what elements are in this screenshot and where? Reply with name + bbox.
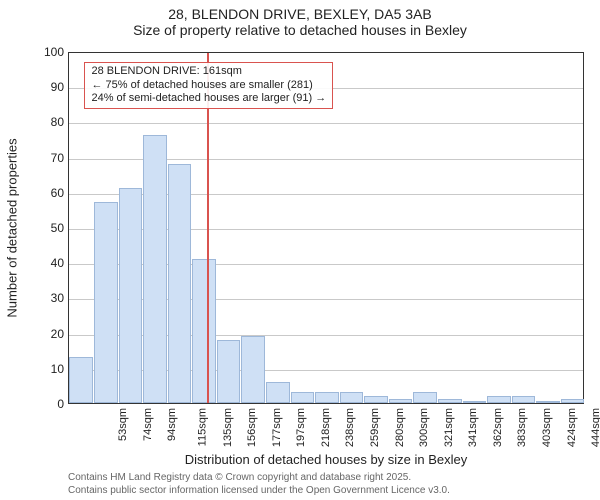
histogram-bar — [561, 399, 585, 403]
y-tick-label: 70 — [34, 151, 64, 165]
annotation-line-1: 28 BLENDON DRIVE: 161sqm — [91, 65, 326, 79]
histogram-bar — [340, 392, 364, 403]
histogram-bar — [69, 357, 93, 403]
x-tick-label: 383sqm — [517, 408, 529, 447]
y-tick-label: 80 — [34, 115, 64, 129]
histogram-bar — [389, 399, 413, 403]
x-tick-label: 197sqm — [295, 408, 307, 447]
x-tick-label: 300sqm — [418, 408, 430, 447]
x-tick-label: 218sqm — [320, 408, 332, 447]
x-tick-label: 259sqm — [369, 408, 381, 447]
annotation-box: 28 BLENDON DRIVE: 161sqm← 75% of detache… — [84, 62, 333, 109]
histogram-bar — [364, 396, 388, 403]
y-tick-label: 30 — [34, 291, 64, 305]
histogram-bar — [463, 401, 487, 403]
histogram-bar — [315, 392, 339, 403]
histogram-bar — [266, 382, 290, 403]
plot-area: 28 BLENDON DRIVE: 161sqm← 75% of detache… — [68, 52, 584, 404]
y-tick-label: 60 — [34, 186, 64, 200]
y-tick-label: 0 — [34, 397, 64, 411]
x-tick-label: 94sqm — [166, 408, 178, 441]
histogram-bar — [119, 188, 143, 403]
x-tick-label: 321sqm — [443, 408, 455, 447]
histogram-bar — [487, 396, 511, 403]
y-tick-label: 20 — [34, 327, 64, 341]
histogram-bar — [438, 399, 462, 403]
histogram-bar — [241, 336, 265, 403]
gridline — [69, 123, 583, 124]
histogram-bar — [168, 164, 192, 403]
x-tick-label: 177sqm — [271, 408, 283, 447]
x-axis-label: Distribution of detached houses by size … — [68, 452, 584, 467]
chart-container: 28, BLENDON DRIVE, BEXLEY, DA5 3AB Size … — [0, 0, 600, 500]
x-tick-label: 74sqm — [142, 408, 154, 441]
y-axis-label: Number of detached properties — [5, 138, 20, 317]
x-tick-label: 238sqm — [345, 408, 357, 447]
title-block: 28, BLENDON DRIVE, BEXLEY, DA5 3AB Size … — [0, 6, 600, 38]
histogram-bar — [192, 259, 216, 403]
x-tick-label: 53sqm — [117, 408, 129, 441]
histogram-bar — [94, 202, 118, 403]
x-tick-label: 403sqm — [541, 408, 553, 447]
y-tick-label: 40 — [34, 256, 64, 270]
attribution-line-1: Contains HM Land Registry data © Crown c… — [68, 472, 450, 485]
histogram-bar — [291, 392, 315, 403]
x-tick-label: 135sqm — [222, 408, 234, 447]
x-tick-label: 424sqm — [566, 408, 578, 447]
attribution-line-2: Contains public sector information licen… — [68, 485, 450, 498]
title-line-1: 28, BLENDON DRIVE, BEXLEY, DA5 3AB — [0, 6, 600, 22]
annotation-line-3: 24% of semi-detached houses are larger (… — [91, 92, 326, 106]
histogram-bar — [536, 401, 560, 403]
annotation-line-2: ← 75% of detached houses are smaller (28… — [91, 79, 326, 93]
x-tick-label: 156sqm — [246, 408, 258, 447]
x-tick-label: 444sqm — [590, 408, 600, 447]
y-tick-label: 100 — [34, 45, 64, 59]
x-tick-label: 115sqm — [196, 408, 208, 446]
attribution: Contains HM Land Registry data © Crown c… — [68, 472, 450, 497]
y-tick-label: 90 — [34, 80, 64, 94]
histogram-bar — [512, 396, 536, 403]
title-line-2: Size of property relative to detached ho… — [0, 22, 600, 38]
histogram-bar — [413, 392, 437, 403]
y-tick-label: 10 — [34, 362, 64, 376]
x-tick-label: 362sqm — [492, 408, 504, 447]
x-tick-label: 280sqm — [394, 408, 406, 447]
x-tick-label: 341sqm — [467, 408, 479, 447]
histogram-bar — [217, 340, 241, 403]
y-tick-label: 50 — [34, 221, 64, 235]
histogram-bar — [143, 135, 167, 403]
